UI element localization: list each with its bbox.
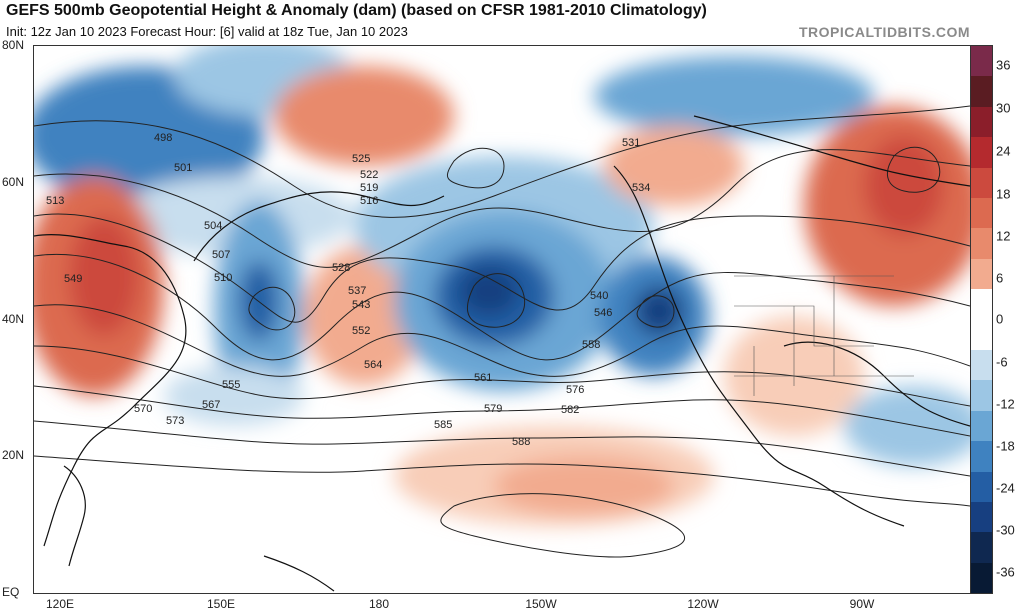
contour-label: 540	[590, 290, 608, 302]
lat-label-eq: EQ	[2, 585, 20, 599]
contour-label-group: 498 501 504 507 510 513 516 519 522 525 …	[46, 132, 650, 448]
contour-label: 561	[474, 372, 492, 384]
contour-label: 513	[46, 195, 64, 207]
colorbar-segment	[971, 349, 992, 381]
contour-label: 504	[204, 220, 222, 232]
contour-label: 528	[332, 262, 350, 274]
lon-label-180: 180	[368, 597, 390, 611]
contour-label: 582	[561, 404, 579, 416]
colorbar-segment	[971, 501, 992, 533]
colorbar-label: -24	[996, 480, 1015, 496]
colorbar-segment	[971, 441, 992, 472]
contour-label: 570	[134, 403, 152, 415]
contour-label: 507	[212, 249, 230, 261]
contour-label: 588	[512, 436, 530, 448]
colorbar-segment	[971, 532, 992, 563]
colorbar-label: 30	[996, 100, 1011, 116]
contour-label: 501	[174, 162, 192, 174]
colorbar-segment	[971, 228, 992, 259]
lon-label-120e: 120E	[45, 597, 75, 611]
colorbar-label: -12	[996, 396, 1015, 412]
colorbar-segment	[971, 46, 992, 77]
contour-label: 579	[484, 403, 502, 415]
contour-label: 531	[622, 137, 640, 149]
contour-label: 525	[352, 153, 370, 165]
contour-label: 573	[166, 415, 184, 427]
colorbar-segment	[971, 562, 992, 593]
lat-label-40n: 40N	[2, 312, 25, 326]
map-title: GEFS 500mb Geopotential Height & Anomaly…	[6, 2, 707, 19]
map-subtitle: Init: 12z Jan 10 2023 Forecast Hour: [6]…	[6, 24, 408, 39]
colorbar-label: 24	[996, 143, 1011, 159]
colorbar-segment	[971, 198, 992, 229]
lat-label-80n: 80N	[2, 38, 25, 52]
lat-label-60n: 60N	[2, 175, 25, 189]
contour-label: 576	[566, 384, 584, 396]
map-panel: 498 501 504 507 510 513 516 519 522 525 …	[33, 45, 971, 594]
lon-label-120w: 120W	[687, 597, 719, 611]
contour-label: 552	[352, 325, 370, 337]
contour-label: 555	[222, 379, 240, 391]
contour-label: 543	[352, 299, 370, 311]
contour-label: 537	[348, 285, 366, 297]
lon-label-150w: 150W	[525, 597, 557, 611]
source-watermark: TROPICALTIDBITS.COM	[798, 24, 970, 40]
colorbar-segment	[971, 410, 992, 442]
colorbar-label: 36	[996, 57, 1011, 73]
lat-label-20n: 20N	[2, 448, 25, 462]
contour-label: 519	[360, 182, 378, 194]
contour-label: 534	[632, 182, 650, 194]
political-borders	[734, 275, 914, 396]
colorbar-segment	[971, 380, 992, 411]
colorbar-label: -36	[996, 564, 1015, 580]
colorbar-segment	[971, 167, 992, 199]
colorbar-label: 12	[996, 228, 1011, 244]
colorbar-label: 0	[996, 311, 1004, 327]
lon-label-90w: 90W	[849, 597, 875, 611]
contour-label: 558	[582, 339, 600, 351]
contour-label: 585	[434, 419, 452, 431]
contour-label: 546	[594, 307, 612, 319]
colorbar-segment	[971, 137, 992, 168]
colorbar-label: -6	[996, 354, 1008, 370]
contour-label: 516	[360, 195, 378, 207]
colorbar-label: -30	[996, 522, 1015, 538]
colorbar-segment	[971, 471, 992, 502]
colorbar-segment	[971, 106, 992, 138]
lon-label-150e: 150E	[206, 597, 236, 611]
contour-label: 510	[214, 272, 232, 284]
colorbar-label: -18	[996, 438, 1015, 454]
colorbar-segment	[971, 289, 992, 350]
contour-label: 567	[202, 399, 220, 411]
contour-label: 564	[364, 359, 382, 371]
anomaly-colorbar	[970, 45, 993, 594]
colorbar-segment	[971, 258, 992, 290]
contour-label: 522	[360, 169, 378, 181]
colorbar-segment	[971, 76, 992, 107]
contour-label: 498	[154, 132, 172, 144]
colorbar-label: 6	[996, 270, 1004, 286]
colorbar-label: 18	[996, 186, 1011, 202]
anomaly-shading	[34, 46, 970, 526]
contour-label: 549	[64, 273, 82, 285]
